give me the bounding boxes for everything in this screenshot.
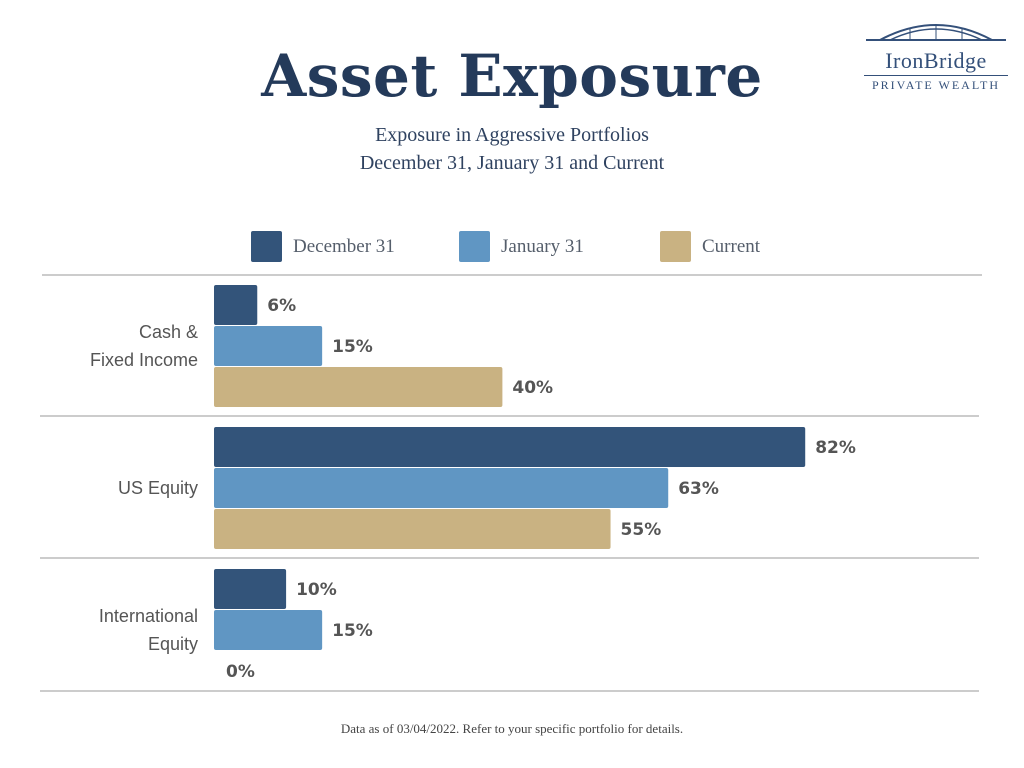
category-label: Fixed Income [90,350,198,370]
data-label: 40% [512,378,553,398]
legend-swatch-december-31 [251,231,282,262]
bar-current [214,367,503,407]
category-label: Equity [148,634,198,654]
data-label: 6% [267,296,296,316]
bar-january-31 [214,468,669,508]
category-label: Cash & [139,322,198,342]
data-label: 15% [332,337,373,357]
bar-december-31 [214,569,287,609]
logo-wordmark: IronBridge [885,48,987,73]
category-label: US Equity [118,478,198,498]
logo-tagline: PRIVATE WEALTH [871,78,1001,92]
chart-subtitle-line-1: Exposure in Aggressive Portfolios [375,124,649,146]
bar-january-31 [214,610,323,650]
bar-december-31 [214,285,258,325]
data-label: 82% [815,438,856,458]
legend-label-current: Current [702,236,761,257]
legend-label-january-31: January 31 [501,236,584,257]
data-label: 55% [621,520,662,540]
legend-swatch-january-31 [459,231,490,262]
page-title: Asset Exposure [261,42,763,110]
data-label: 0% [226,662,255,682]
data-label: 63% [678,479,719,499]
bar-current [214,509,611,549]
bridge-arch-icon [866,24,1006,41]
chart-subtitle-line-2: December 31, January 31 and Current [359,152,665,174]
bar-january-31 [214,326,323,366]
bar-december-31 [214,427,806,467]
data-label: 15% [332,621,373,641]
category-label: International [99,606,198,626]
footer-note: Data as of 03/04/2022. Refer to your spe… [340,721,684,736]
legend-swatch-current [660,231,691,262]
legend-label-december-31: December 31 [293,236,395,257]
ironbridge-logo: IronBridge PRIVATE WEALTH [862,14,1010,94]
data-label: 10% [296,580,337,600]
logo-divider [864,75,1008,76]
